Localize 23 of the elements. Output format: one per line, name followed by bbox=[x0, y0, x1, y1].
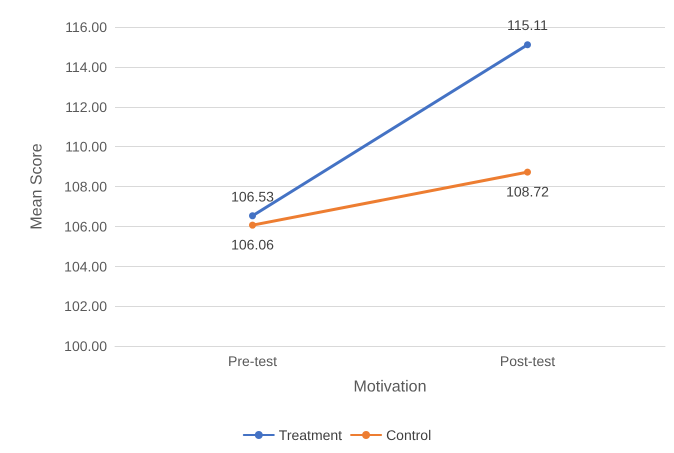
data-label: 106.53 bbox=[231, 188, 274, 204]
x-axis-title: Motivation bbox=[354, 378, 426, 396]
legend-label: Treatment bbox=[278, 427, 342, 443]
y-tick-label: 108.00 bbox=[64, 178, 108, 194]
data-label: 115.11 bbox=[507, 17, 548, 34]
y-tick-label: 104.00 bbox=[64, 258, 108, 274]
y-tick-label: 116.00 bbox=[65, 19, 108, 35]
point bbox=[524, 41, 531, 48]
point bbox=[249, 222, 256, 229]
y-tick-label: 106.00 bbox=[64, 218, 108, 234]
y-tick-label: 110.00 bbox=[65, 138, 108, 155]
y-tick-label: 100.00 bbox=[64, 338, 108, 354]
point bbox=[249, 212, 256, 220]
x-tick-label: Pre-test bbox=[228, 353, 278, 369]
legend-label: Control bbox=[386, 427, 432, 443]
y-axis-title: Mean Score bbox=[28, 143, 46, 230]
point bbox=[524, 168, 531, 176]
y-tick-label: 112.00 bbox=[65, 98, 108, 115]
data-label: 106.06 bbox=[231, 236, 274, 253]
y-tick-label: 102.00 bbox=[64, 298, 108, 314]
y-tick-label: 114.00 bbox=[65, 58, 108, 75]
data-label: 108.72 bbox=[506, 184, 550, 200]
x-tick-label: Post-test bbox=[500, 353, 556, 369]
